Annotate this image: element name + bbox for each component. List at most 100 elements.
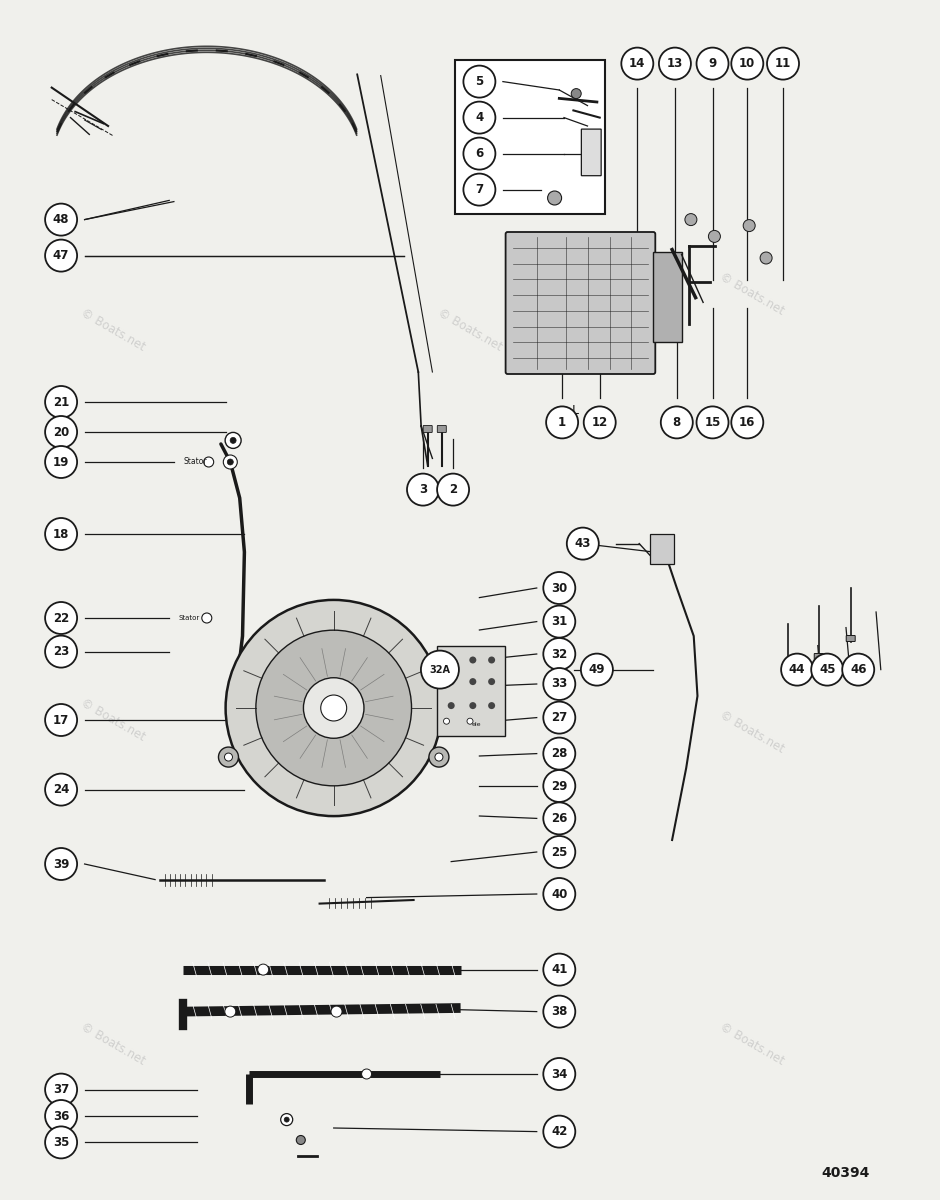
Circle shape [226, 600, 442, 816]
Circle shape [621, 48, 653, 79]
Circle shape [661, 407, 693, 438]
Circle shape [429, 748, 449, 767]
Text: 25: 25 [551, 846, 568, 858]
Circle shape [463, 138, 495, 169]
Circle shape [469, 678, 477, 685]
Circle shape [225, 432, 242, 449]
Circle shape [463, 174, 495, 205]
Text: 40394: 40394 [822, 1165, 870, 1180]
Text: Stator: Stator [183, 457, 207, 467]
Text: © Boats.net: © Boats.net [78, 306, 148, 354]
FancyBboxPatch shape [437, 426, 446, 432]
Text: 27: 27 [551, 712, 568, 724]
Text: 45: 45 [819, 664, 836, 676]
Text: 20: 20 [53, 426, 70, 438]
Text: 22: 22 [53, 612, 70, 624]
Circle shape [362, 1069, 371, 1079]
Circle shape [45, 704, 77, 736]
Circle shape [281, 1114, 292, 1126]
Text: 46: 46 [850, 664, 867, 676]
Text: 39: 39 [53, 858, 70, 870]
Circle shape [543, 606, 575, 637]
Text: 4: 4 [476, 112, 483, 124]
FancyBboxPatch shape [506, 232, 655, 374]
Text: 44: 44 [789, 664, 806, 676]
Text: 34: 34 [551, 1068, 568, 1080]
Text: 37: 37 [53, 1084, 70, 1096]
Circle shape [227, 458, 233, 464]
Text: 30: 30 [551, 582, 568, 594]
Circle shape [284, 1117, 290, 1122]
Circle shape [45, 848, 77, 880]
Text: 2: 2 [449, 484, 457, 496]
Circle shape [744, 220, 755, 232]
Circle shape [581, 654, 613, 685]
Circle shape [45, 416, 77, 448]
Circle shape [467, 718, 473, 725]
Circle shape [421, 650, 459, 689]
Circle shape [543, 1116, 575, 1147]
Circle shape [45, 518, 77, 550]
Circle shape [543, 996, 575, 1027]
Circle shape [488, 678, 495, 685]
Circle shape [45, 774, 77, 805]
Text: © Boats.net: © Boats.net [78, 696, 148, 744]
Text: 11: 11 [775, 58, 791, 70]
Circle shape [548, 191, 561, 205]
Text: 38: 38 [551, 1006, 568, 1018]
FancyBboxPatch shape [581, 130, 602, 175]
Circle shape [697, 48, 728, 79]
Circle shape [463, 66, 495, 97]
Circle shape [572, 89, 581, 98]
Bar [437, 646, 505, 736]
Circle shape [447, 656, 455, 664]
Text: 15: 15 [704, 416, 721, 428]
Text: 23: 23 [53, 646, 70, 658]
Text: 28: 28 [551, 748, 568, 760]
Text: 8: 8 [673, 416, 681, 428]
Circle shape [543, 702, 575, 733]
Text: ε: ε [588, 413, 593, 422]
Text: 26: 26 [551, 812, 568, 824]
Circle shape [469, 656, 477, 664]
Circle shape [225, 754, 232, 761]
Circle shape [709, 230, 720, 242]
FancyBboxPatch shape [814, 654, 823, 660]
Circle shape [488, 702, 495, 709]
Text: 14: 14 [629, 58, 646, 70]
Circle shape [543, 1058, 575, 1090]
Text: 13: 13 [666, 58, 683, 70]
Text: 5: 5 [476, 76, 483, 88]
Circle shape [444, 718, 449, 725]
Text: 31: 31 [551, 616, 568, 628]
Text: 9: 9 [709, 58, 716, 70]
Text: 1: 1 [558, 416, 566, 428]
Circle shape [584, 407, 616, 438]
Circle shape [296, 1135, 306, 1145]
Circle shape [45, 636, 77, 667]
Circle shape [202, 613, 212, 623]
Circle shape [469, 702, 477, 709]
Circle shape [842, 654, 874, 685]
Text: 17: 17 [53, 714, 70, 726]
Circle shape [258, 964, 269, 976]
Circle shape [224, 455, 237, 469]
Circle shape [543, 638, 575, 670]
Text: 33: 33 [551, 678, 568, 690]
Text: 40: 40 [551, 888, 568, 900]
Circle shape [304, 678, 364, 738]
Text: 42: 42 [551, 1126, 568, 1138]
Circle shape [543, 803, 575, 834]
Circle shape [543, 572, 575, 604]
Circle shape [437, 474, 469, 505]
Text: 29: 29 [551, 780, 568, 792]
FancyBboxPatch shape [423, 426, 432, 432]
Bar [650, 534, 674, 564]
Circle shape [45, 446, 77, 478]
Circle shape [45, 1100, 77, 1132]
Circle shape [567, 528, 599, 559]
Circle shape [45, 602, 77, 634]
Text: 6: 6 [476, 148, 483, 160]
Circle shape [659, 48, 691, 79]
Circle shape [685, 214, 697, 226]
